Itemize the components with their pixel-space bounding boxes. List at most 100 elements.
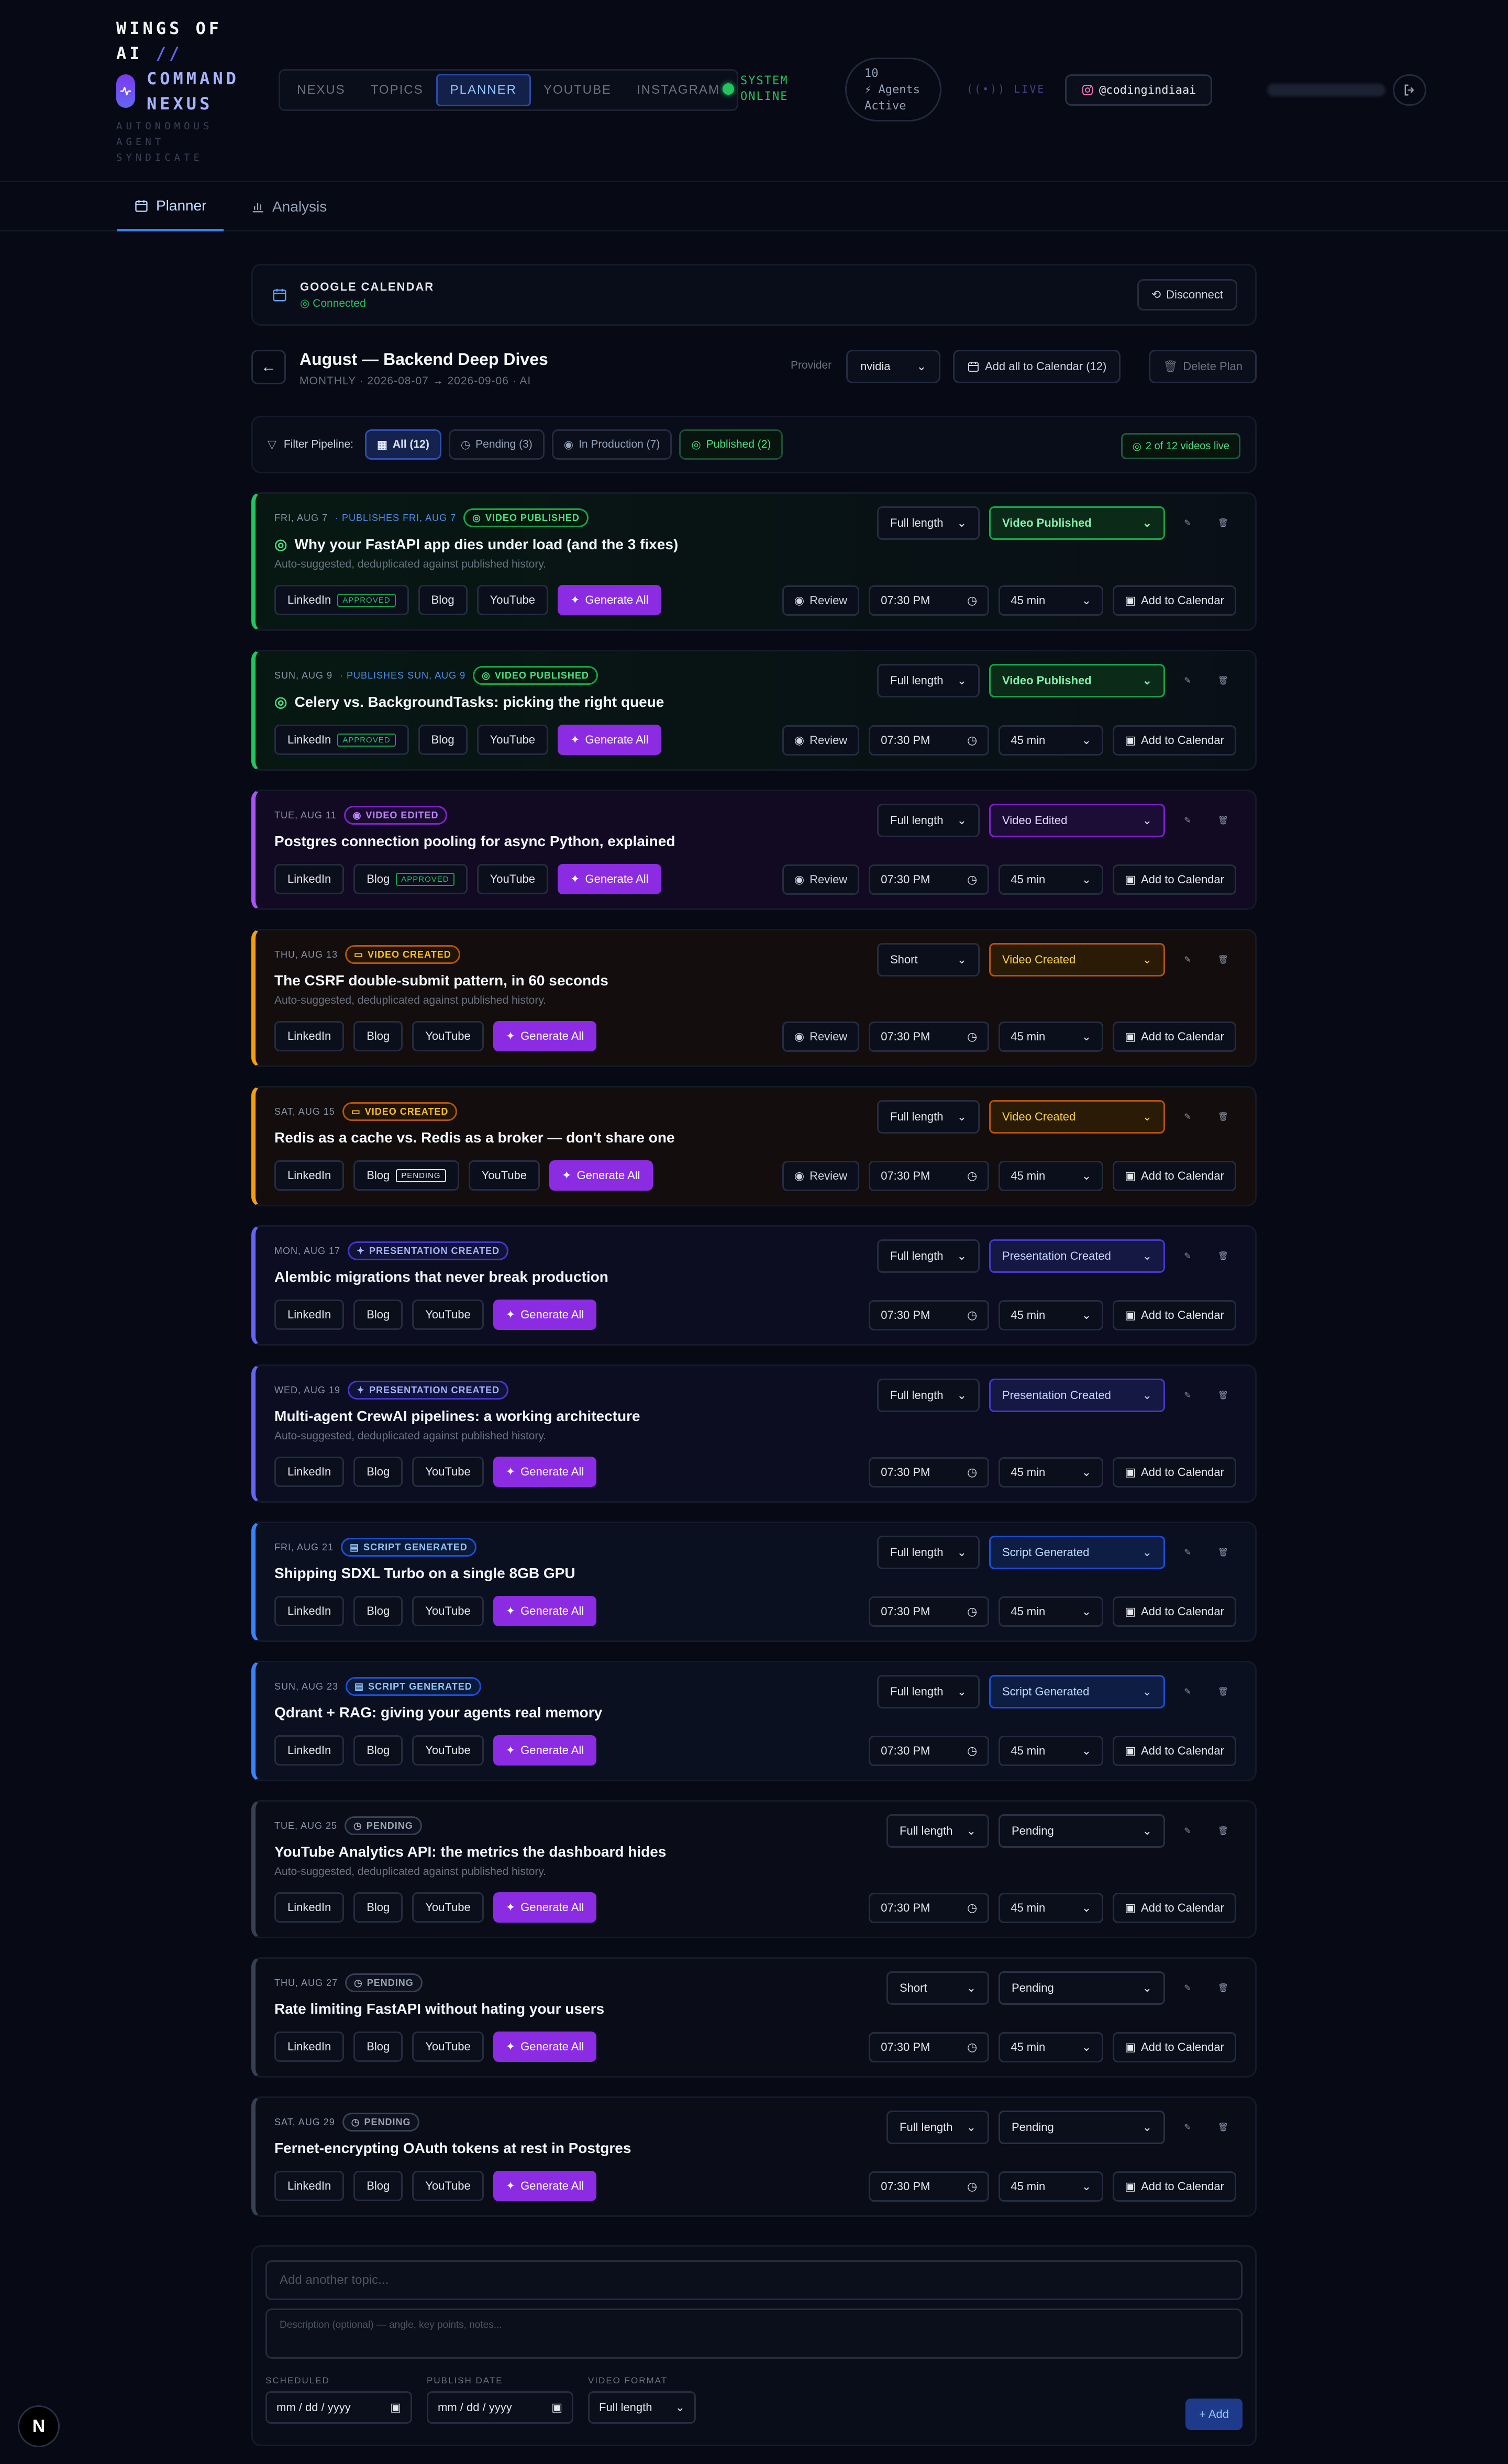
time-input[interactable]: 07:30 PM ◷: [869, 585, 990, 616]
channel-linkedin[interactable]: LinkedIn APPROVED: [274, 725, 409, 755]
channel-youtube[interactable]: YouTube: [476, 725, 549, 755]
channel-linkedin[interactable]: LinkedIn: [274, 1300, 345, 1330]
filter-chip-all[interactable]: ▦ All (12): [364, 429, 441, 460]
edit-button[interactable]: ✎: [1174, 1679, 1201, 1705]
add-to-calendar-button[interactable]: ▣ Add to Calendar: [1113, 1161, 1236, 1191]
edit-button[interactable]: ✎: [1174, 1104, 1201, 1130]
review-button[interactable]: ◉ Review: [782, 585, 860, 616]
duration-select[interactable]: 45 min ⌄: [999, 1300, 1104, 1330]
channel-blog[interactable]: Blog: [353, 2032, 403, 2062]
add-to-calendar-button[interactable]: ▣ Add to Calendar: [1113, 864, 1236, 895]
next-dev-badge[interactable]: N: [18, 2405, 60, 2447]
channel-youtube[interactable]: YouTube: [412, 1596, 484, 1626]
review-button[interactable]: ◉ Review: [782, 1161, 860, 1191]
channel-blog[interactable]: Blog: [353, 1457, 403, 1487]
time-input[interactable]: 07:30 PM ◷: [869, 1161, 990, 1191]
format-select[interactable]: Full length ⌄: [877, 1100, 980, 1134]
format-select[interactable]: Short ⌄: [877, 943, 980, 976]
channel-linkedin[interactable]: LinkedIn: [274, 1892, 345, 1923]
format-select[interactable]: Full length ⌄: [877, 804, 980, 837]
nav-tab-planner[interactable]: PLANNER: [436, 74, 531, 106]
add-to-calendar-button[interactable]: ▣ Add to Calendar: [1113, 1457, 1236, 1488]
channel-blog[interactable]: Blog: [353, 1021, 403, 1051]
channel-blog[interactable]: Blog PENDING: [353, 1160, 459, 1191]
channel-youtube[interactable]: YouTube: [412, 1892, 484, 1923]
channel-linkedin[interactable]: LinkedIn: [274, 1596, 345, 1626]
delete-item-button[interactable]: 🗑: [1210, 1818, 1236, 1844]
duration-select[interactable]: 45 min ⌄: [999, 1893, 1104, 1923]
status-select[interactable]: Pending ⌄: [999, 1971, 1165, 2005]
add-all-to-calendar-button[interactable]: Add all to Calendar (12): [953, 350, 1121, 383]
generate-all-button[interactable]: ✦ Generate All: [558, 585, 661, 615]
duration-select[interactable]: 45 min ⌄: [999, 2032, 1104, 2062]
delete-item-button[interactable]: 🗑: [1210, 1243, 1236, 1269]
add-to-calendar-button[interactable]: ▣ Add to Calendar: [1113, 2032, 1236, 2062]
nav-tab-nexus[interactable]: NEXUS: [297, 83, 346, 97]
channel-blog[interactable]: Blog: [418, 725, 468, 755]
duration-select[interactable]: 45 min ⌄: [999, 725, 1104, 756]
status-select[interactable]: Presentation Created ⌄: [989, 1239, 1165, 1273]
channel-linkedin[interactable]: LinkedIn: [274, 2171, 345, 2201]
generate-all-button[interactable]: ✦ Generate All: [493, 1300, 597, 1330]
duration-select[interactable]: 45 min ⌄: [999, 1022, 1104, 1052]
channel-blog[interactable]: Blog: [418, 585, 468, 615]
channel-linkedin[interactable]: LinkedIn: [274, 2032, 345, 2062]
time-input[interactable]: 07:30 PM ◷: [869, 2032, 990, 2062]
channel-youtube[interactable]: YouTube: [476, 864, 549, 894]
nav-tab-topics[interactable]: TOPICS: [370, 83, 424, 97]
status-select[interactable]: Video Created ⌄: [989, 1100, 1165, 1134]
edit-button[interactable]: ✎: [1174, 1243, 1201, 1269]
generate-all-button[interactable]: ✦ Generate All: [493, 1457, 597, 1487]
time-input[interactable]: 07:30 PM ◷: [869, 1457, 990, 1488]
logout-button[interactable]: [1393, 74, 1426, 106]
edit-button[interactable]: ✎: [1174, 510, 1201, 536]
channel-youtube[interactable]: YouTube: [412, 1021, 484, 1051]
review-button[interactable]: ◉ Review: [782, 725, 860, 756]
edit-button[interactable]: ✎: [1174, 1818, 1201, 1844]
duration-select[interactable]: 45 min ⌄: [999, 2171, 1104, 2202]
description-textarea[interactable]: Description (optional) — angle, key poin…: [265, 2308, 1243, 2359]
add-to-calendar-button[interactable]: ▣ Add to Calendar: [1113, 1736, 1236, 1766]
delete-item-button[interactable]: 🗑: [1210, 1539, 1236, 1566]
channel-youtube[interactable]: YouTube: [412, 2171, 484, 2201]
status-select[interactable]: Script Generated ⌄: [989, 1536, 1165, 1569]
add-topic-button[interactable]: + Add: [1185, 2399, 1243, 2430]
publish-date-input[interactable]: mm / dd / yyyy ▣: [427, 2391, 573, 2424]
status-select[interactable]: Pending ⌄: [999, 1814, 1165, 1848]
generate-all-button[interactable]: ✦ Generate All: [558, 725, 661, 755]
filter-chip-published[interactable]: ◎ Published (2): [679, 429, 783, 460]
status-select[interactable]: Video Created ⌄: [989, 943, 1165, 976]
status-select[interactable]: Presentation Created ⌄: [989, 1379, 1165, 1412]
time-input[interactable]: 07:30 PM ◷: [869, 725, 990, 756]
add-to-calendar-button[interactable]: ▣ Add to Calendar: [1113, 1300, 1236, 1330]
channel-youtube[interactable]: YouTube: [468, 1160, 540, 1191]
edit-button[interactable]: ✎: [1174, 947, 1201, 973]
format-select[interactable]: Full length ⌄: [877, 1536, 980, 1569]
edit-button[interactable]: ✎: [1174, 1382, 1201, 1408]
back-button[interactable]: ←: [251, 350, 286, 384]
add-to-calendar-button[interactable]: ▣ Add to Calendar: [1113, 725, 1236, 756]
format-select[interactable]: Full length ⌄: [877, 1675, 980, 1708]
delete-item-button[interactable]: 🗑: [1210, 510, 1236, 536]
filter-chip-in-production[interactable]: ◉ In Production (7): [551, 429, 672, 460]
time-input[interactable]: 07:30 PM ◷: [869, 1022, 990, 1052]
disconnect-button[interactable]: ⟲ Disconnect: [1137, 279, 1237, 310]
add-to-calendar-button[interactable]: ▣ Add to Calendar: [1113, 2171, 1236, 2202]
channel-linkedin[interactable]: LinkedIn: [274, 1160, 345, 1191]
tab-analysis[interactable]: Analysis: [250, 182, 327, 231]
add-to-calendar-button[interactable]: ▣ Add to Calendar: [1113, 585, 1236, 616]
edit-button[interactable]: ✎: [1174, 1539, 1201, 1566]
time-input[interactable]: 07:30 PM ◷: [869, 1300, 990, 1330]
delete-item-button[interactable]: 🗑: [1210, 2114, 1236, 2140]
delete-plan-button[interactable]: 🗑 Delete Plan: [1149, 350, 1257, 383]
format-select[interactable]: Full length ⌄: [877, 1239, 980, 1273]
delete-item-button[interactable]: 🗑: [1210, 1104, 1236, 1130]
delete-item-button[interactable]: 🗑: [1210, 668, 1236, 694]
provider-select[interactable]: nvidia ⌄: [846, 350, 940, 383]
time-input[interactable]: 07:30 PM ◷: [869, 1596, 990, 1627]
generate-all-button[interactable]: ✦ Generate All: [493, 1892, 597, 1923]
duration-select[interactable]: 45 min ⌄: [999, 1457, 1104, 1488]
status-select[interactable]: Pending ⌄: [999, 2111, 1165, 2144]
delete-item-button[interactable]: 🗑: [1210, 1975, 1236, 2001]
add-to-calendar-button[interactable]: ▣ Add to Calendar: [1113, 1596, 1236, 1627]
